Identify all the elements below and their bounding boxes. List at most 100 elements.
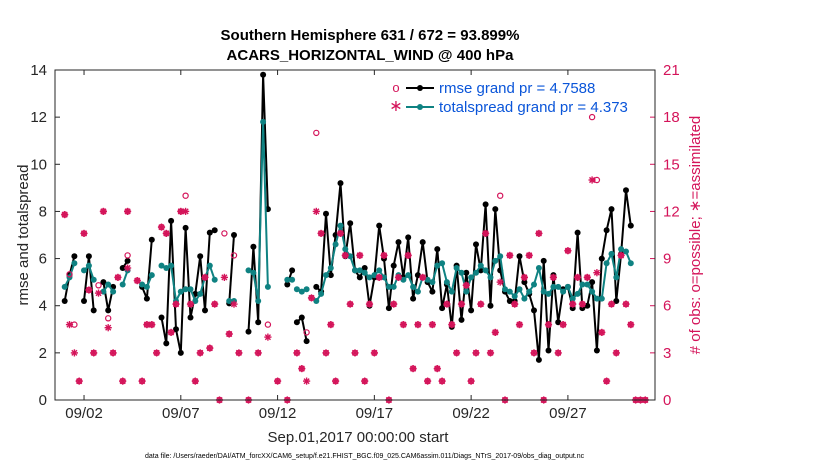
rmse-line-segment xyxy=(228,234,235,304)
rmse-point xyxy=(255,319,262,326)
plot-frame xyxy=(54,69,656,401)
obs-assimilated-point xyxy=(603,377,611,385)
spread-point xyxy=(85,262,92,269)
rmse-point xyxy=(245,328,252,335)
rmse-point xyxy=(492,206,499,213)
rmse-point xyxy=(158,314,165,321)
obs-possible-point xyxy=(124,252,131,259)
rmse-point xyxy=(197,253,204,260)
obs-assimilated-point xyxy=(380,251,388,259)
spread-point xyxy=(598,295,605,302)
rmse-point xyxy=(356,274,363,281)
spread-point xyxy=(81,267,87,274)
obs-assimilated-point xyxy=(511,300,519,308)
obs-group xyxy=(61,113,649,404)
spread-point xyxy=(366,274,373,281)
rmse-point xyxy=(100,279,107,286)
spread-point xyxy=(197,290,204,297)
rmse-point xyxy=(540,257,547,264)
spread-point xyxy=(574,290,581,297)
spread-point xyxy=(400,276,407,283)
spread-point xyxy=(163,265,170,271)
spread-point xyxy=(139,281,146,288)
rmse-point xyxy=(468,307,475,314)
y2-tick-label: 3 xyxy=(663,345,671,362)
rmse-point xyxy=(284,281,291,288)
obs-assimilated-point xyxy=(114,273,122,281)
rmse-point xyxy=(429,288,436,295)
obs-assimilated-point xyxy=(274,377,282,385)
rmse-point xyxy=(395,239,402,246)
rmse-point xyxy=(323,210,329,217)
obs-assimilated-point xyxy=(535,229,543,237)
obs-assimilated-point xyxy=(80,229,88,237)
obs-assimilated-point xyxy=(506,251,514,259)
obs-assimilated-point xyxy=(617,251,625,259)
spread-point xyxy=(206,262,213,269)
rmse-point xyxy=(598,255,605,262)
spread-point xyxy=(119,281,126,288)
obs-assimilated-point xyxy=(491,328,499,336)
obs-assimilated-point xyxy=(370,349,378,357)
obs-assimilated-point xyxy=(191,377,199,385)
obs-assimilated-point xyxy=(525,251,533,259)
spread-point xyxy=(318,290,325,297)
spread-point xyxy=(603,260,610,267)
rmse-point xyxy=(347,220,354,227)
obs-possible-point xyxy=(182,192,189,199)
rmse-point xyxy=(439,305,446,312)
obs-assimilated-point xyxy=(157,223,166,231)
spread-point xyxy=(443,279,450,286)
series-group xyxy=(61,71,634,363)
obs-possible-point xyxy=(303,329,310,336)
spread-point xyxy=(158,262,165,269)
spread-point xyxy=(71,260,78,267)
legend-rmse-label: rmse grand pr = 4.7588 xyxy=(439,80,595,97)
obs-assimilated-point xyxy=(448,321,456,329)
obs-assimilated-point xyxy=(70,349,78,357)
rmse-point xyxy=(327,272,334,279)
spread-point xyxy=(260,118,267,125)
spread-point xyxy=(492,257,499,264)
x-tick-label: 09/22 xyxy=(452,405,490,422)
spread-point xyxy=(361,269,368,276)
obs-assimilated-point xyxy=(90,349,98,357)
rmse-point xyxy=(608,206,615,213)
obs-assimilated-point xyxy=(332,377,340,385)
rmse-point xyxy=(555,319,562,326)
rmse-point xyxy=(506,298,513,304)
x-tick-label: 09/02 xyxy=(65,405,103,422)
rmse-point xyxy=(521,279,528,286)
rmse-point xyxy=(458,316,465,323)
y-tick-label: 2 xyxy=(39,345,47,362)
obs-assimilated-point xyxy=(390,300,398,308)
spread-point xyxy=(439,260,446,267)
rmse-point xyxy=(487,302,494,309)
spread-point xyxy=(293,286,300,293)
rmse-point xyxy=(182,224,189,231)
spread-point xyxy=(434,262,441,269)
rmse-point xyxy=(603,227,610,234)
rmse-point xyxy=(390,262,397,269)
rmse-point xyxy=(163,340,170,347)
spread-point xyxy=(255,298,262,304)
obs-assimilated-point xyxy=(574,273,582,281)
spread-point xyxy=(226,298,233,304)
obs-assimilated-point xyxy=(578,300,586,308)
rmse-point xyxy=(71,253,78,260)
obs-assimilated-point xyxy=(99,207,107,215)
spread-point xyxy=(371,272,378,279)
rmse-point xyxy=(463,269,470,276)
y2-tick-label: 0 xyxy=(663,392,671,409)
rmse-point xyxy=(206,229,213,236)
legend: o ∗ rmse grand pr = 4.7588 totalspread g… xyxy=(389,80,628,116)
spread-point xyxy=(569,295,576,302)
spread-point xyxy=(250,269,257,276)
rmse-point xyxy=(313,283,320,290)
spread-point xyxy=(303,286,310,293)
obs-assimilated-point xyxy=(85,286,93,294)
rmse-point xyxy=(260,71,267,78)
y-axis-label: rmse and totalspread xyxy=(15,165,32,306)
obs-possible-point xyxy=(588,113,596,121)
